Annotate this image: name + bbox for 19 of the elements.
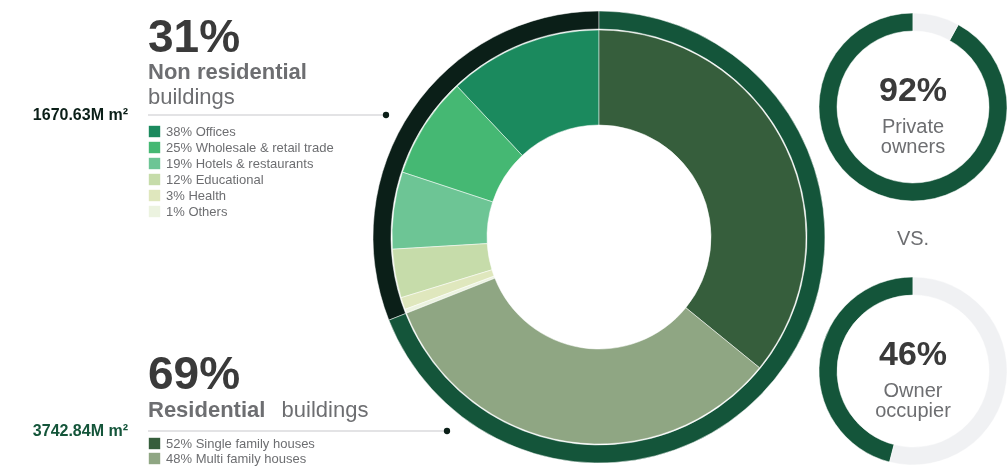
data-label: 31% [148, 10, 241, 62]
data-label: 69% [148, 347, 241, 399]
legend-label: 12% Educational [166, 171, 264, 187]
text: VS. [896, 227, 930, 249]
text: 1670.63M m² [32, 106, 128, 123]
slice-label: Residential buildings [148, 397, 369, 422]
legend-label: 3% Health [166, 187, 226, 203]
legend-label: 48% Multi family houses [166, 450, 307, 466]
text: 3742.84M m² [32, 422, 128, 439]
data-label: 46% [878, 334, 948, 372]
legend-label: 52% Single family houses [166, 435, 316, 451]
legend-label: 25% Wholesale & retail trade [166, 139, 334, 155]
legend-label: 19% Hotels & restaurants [166, 155, 314, 171]
slice-label: Private owners [880, 115, 946, 157]
legend-label: 1% Others [166, 203, 228, 219]
legend-label: 38% Offices [166, 123, 237, 139]
slice-label: Owner occupier [875, 379, 952, 421]
data-label: 92% [878, 70, 948, 108]
slice-label: Non residential buildings [148, 59, 307, 109]
